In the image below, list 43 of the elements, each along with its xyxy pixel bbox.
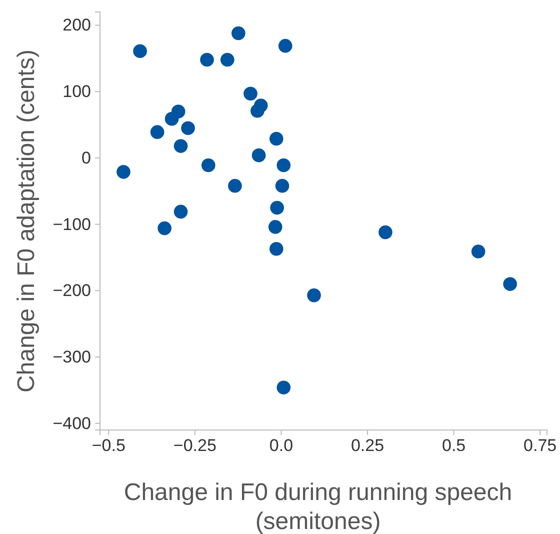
point <box>275 178 290 193</box>
x-axis-title: Change in F0 during running speech (semitones) <box>124 479 512 534</box>
point <box>278 38 292 53</box>
point <box>181 121 195 136</box>
point <box>171 104 186 118</box>
point <box>150 125 164 139</box>
point <box>268 220 282 234</box>
point <box>471 244 486 258</box>
point <box>174 204 188 219</box>
y-tick-label: −400 <box>52 414 91 433</box>
point <box>244 86 258 101</box>
point <box>276 380 291 394</box>
x-tick-label: 0.25 <box>350 436 384 456</box>
point <box>503 277 517 291</box>
point <box>232 26 246 40</box>
point <box>269 132 284 146</box>
point <box>174 139 188 153</box>
point <box>158 221 172 236</box>
x-tick-label: 0.0 <box>269 436 294 456</box>
point <box>133 44 147 58</box>
point <box>200 52 214 67</box>
point <box>254 98 268 112</box>
point <box>201 158 216 172</box>
point <box>269 242 284 256</box>
x-tick-label: 0.5 <box>442 436 466 456</box>
point <box>270 200 284 215</box>
y-tick-label: −200 <box>52 281 91 300</box>
point <box>307 288 321 302</box>
x-tick-label: 0.75 <box>524 436 557 456</box>
y-tick-label: 0 <box>82 148 91 168</box>
point <box>228 178 242 193</box>
y-tick-label: −300 <box>52 347 91 366</box>
y-tick-label: 200 <box>62 16 91 35</box>
x-tick-label: −0.25 <box>173 436 216 456</box>
y-tick-label: −100 <box>52 214 91 234</box>
point <box>116 165 130 179</box>
y-axis-title: Change in F0 adaptation (cents) <box>13 50 40 392</box>
point <box>276 158 291 172</box>
y-tick-label: 100 <box>62 82 91 102</box>
point <box>252 148 266 162</box>
point <box>220 52 234 67</box>
point <box>378 225 392 240</box>
x-tick-label: −0.5 <box>92 436 126 456</box>
